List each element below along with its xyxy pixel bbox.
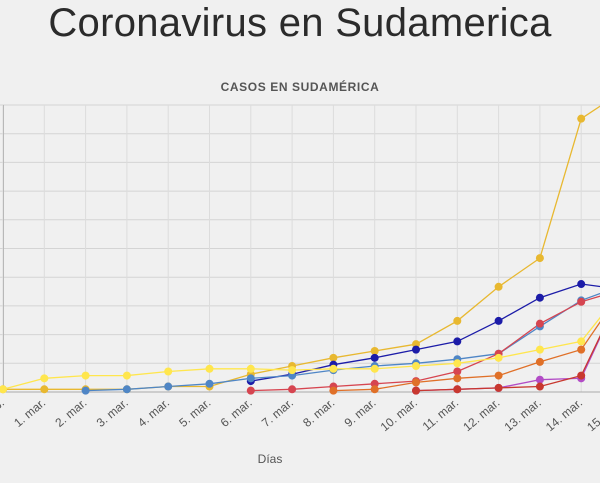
data-point[interactable] [246, 374, 255, 383]
data-point[interactable] [535, 254, 544, 263]
series-line [333, 321, 600, 392]
data-point[interactable] [577, 371, 586, 380]
x-tick-label: 12. mar. [460, 396, 502, 435]
data-point[interactable] [246, 364, 255, 373]
x-tick-label: 29. feb. [0, 396, 7, 432]
data-point[interactable] [40, 385, 49, 394]
data-point[interactable] [205, 364, 214, 373]
data-point[interactable] [453, 316, 462, 325]
data-point[interactable] [288, 366, 297, 375]
data-point[interactable] [494, 371, 503, 380]
x-tick-label: 6. mar. [218, 396, 255, 430]
data-point[interactable] [494, 282, 503, 291]
data-point[interactable] [577, 345, 586, 354]
x-tick-label: 2. mar. [52, 396, 89, 430]
data-point[interactable] [122, 385, 131, 394]
x-tick-label: 4. mar. [135, 396, 172, 430]
data-point[interactable] [535, 357, 544, 366]
x-tick-label: 5. mar. [176, 396, 213, 430]
data-point[interactable] [535, 319, 544, 328]
series-lines [2, 105, 600, 392]
page-title: Coronavirus en Sudamerica [48, 1, 552, 45]
x-tick-label: 9. mar. [342, 396, 379, 430]
data-point[interactable] [412, 386, 420, 395]
data-point[interactable] [370, 364, 379, 373]
data-point[interactable] [412, 362, 420, 371]
data-point[interactable] [412, 340, 420, 349]
data-point[interactable] [453, 367, 462, 376]
data-point[interactable] [494, 383, 503, 392]
data-point[interactable] [0, 385, 7, 394]
series-line [415, 336, 600, 392]
data-point[interactable] [288, 385, 297, 394]
chart-title: CASOS EN SUDAMÉRICA [220, 80, 380, 94]
data-point[interactable] [329, 386, 338, 395]
series-line [415, 334, 600, 392]
data-point[interactable] [535, 382, 544, 391]
data-point[interactable] [494, 316, 503, 325]
data-point[interactable] [535, 345, 544, 354]
data-point[interactable] [40, 374, 49, 383]
x-tick-label: 3. mar. [94, 396, 131, 430]
data-point[interactable] [453, 374, 462, 383]
series-line [250, 295, 600, 392]
data-point[interactable] [205, 379, 214, 388]
x-tick-label: 8. mar. [300, 396, 337, 430]
data-point[interactable] [577, 114, 586, 123]
data-point[interactable] [412, 378, 420, 387]
data-point[interactable] [288, 371, 297, 380]
data-point[interactable] [535, 293, 544, 302]
x-axis-label: Días [257, 452, 283, 466]
data-point[interactable] [370, 353, 379, 362]
series-line [2, 316, 600, 390]
data-point[interactable] [370, 379, 379, 388]
series-points [0, 114, 586, 395]
data-point[interactable] [122, 371, 131, 380]
data-point[interactable] [535, 375, 544, 384]
data-point[interactable] [329, 364, 338, 373]
data-point[interactable] [577, 337, 586, 346]
data-point[interactable] [453, 385, 462, 394]
data-point[interactable] [370, 385, 379, 394]
data-point[interactable] [453, 359, 462, 368]
x-tick-label: 7. mar. [259, 396, 296, 430]
x-tick-label: 14. mar. [543, 396, 585, 435]
data-point[interactable] [453, 337, 462, 346]
data-point[interactable] [370, 347, 379, 355]
data-point[interactable] [81, 386, 90, 395]
x-tick-labels: 29. feb. 1. mar.2. mar.3. mar.4. mar.5. m… [0, 396, 600, 435]
series-line [85, 292, 600, 392]
data-point[interactable] [329, 353, 338, 362]
grid-lines [0, 104, 600, 393]
data-point[interactable] [412, 345, 420, 354]
data-point[interactable] [577, 297, 586, 306]
x-tick-label: 15. mar. [584, 396, 600, 435]
x-tick-label: 1. mar. [11, 396, 48, 430]
data-point[interactable] [164, 382, 173, 391]
x-tick-label: 11. mar. [420, 396, 462, 434]
data-point[interactable] [81, 371, 90, 380]
x-tick-label: 10. mar. [378, 396, 420, 435]
x-tick-label: 13. mar. [502, 396, 544, 435]
data-point[interactable] [577, 280, 586, 289]
series-line [250, 283, 600, 382]
data-point[interactable] [164, 367, 173, 376]
data-point[interactable] [494, 353, 503, 362]
data-point[interactable] [246, 386, 255, 395]
